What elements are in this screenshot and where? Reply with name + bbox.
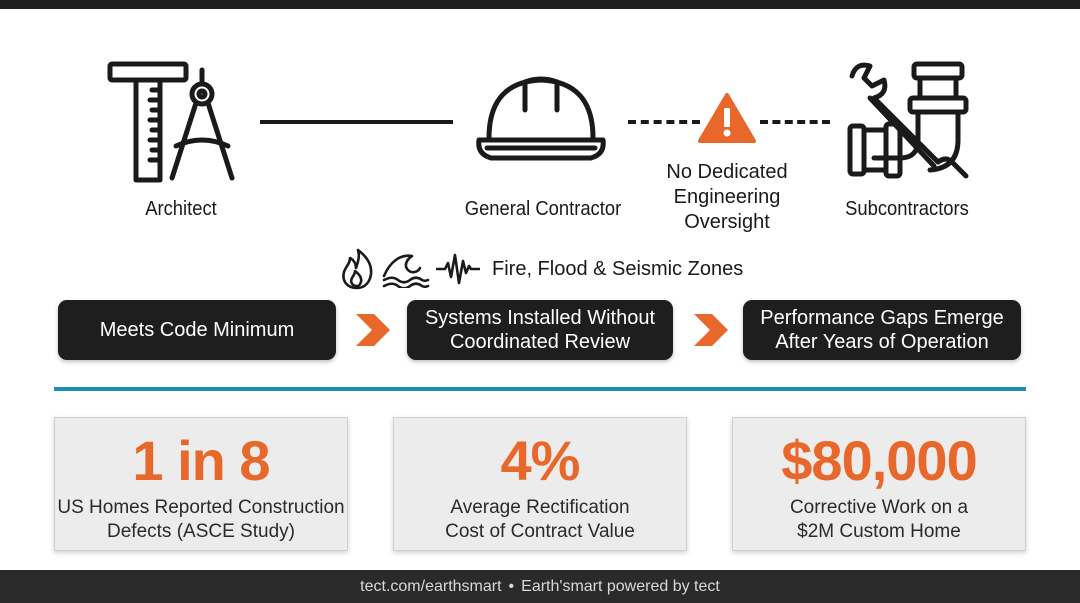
wrench-pipe-icon (847, 61, 969, 179)
stat-value: 4% (500, 429, 581, 492)
warning-line-1: No Dedicated (666, 161, 788, 183)
section-divider (54, 387, 1026, 391)
warning-note: No Dedicated Engineering Oversight (655, 160, 799, 235)
role-subcontractors: Subcontractors (845, 198, 969, 220)
footer-bar: tect.com/earthsmart • Earth'smart powere… (0, 570, 1080, 603)
warning-triangle-icon (698, 93, 756, 143)
role-general-contractor: General Contractor (464, 198, 622, 220)
wave-icon (382, 254, 430, 288)
stat-description: Corrective Work on a $2M Custom Home (733, 496, 1025, 544)
stat-description: Average Rectification Cost of Contract V… (394, 496, 686, 544)
stat-card-1: 1 in 8 US Homes Reported Construction De… (54, 417, 348, 551)
footer-separator: • (508, 577, 515, 595)
warning-line-3: Oversight (684, 211, 770, 233)
process-step-3-line-2: After Years of Operation (775, 331, 989, 353)
footer-brand: Earth'smart powered by tect (521, 577, 720, 595)
stat-description-line-1: Corrective Work on a (789, 497, 969, 518)
process-step-3: Performance Gaps Emerge After Years of O… (743, 300, 1021, 360)
footer-url[interactable]: tect.com/earthsmart (360, 577, 502, 595)
process-step-1: Meets Code Minimum (58, 300, 336, 360)
process-step-3-line-1: Performance Gaps Emerge (760, 307, 1004, 329)
connector-line-solid (260, 120, 453, 124)
stat-card-3: $80,000 Corrective Work on a $2M Custom … (732, 417, 1026, 551)
role-architect: Architect (145, 198, 217, 220)
stat-description-line-1: Average Rectification (450, 497, 630, 518)
chevron-right-icon (356, 314, 390, 346)
chevron-right-icon (694, 314, 728, 346)
fire-icon (342, 248, 373, 290)
stat-description-line-1: US Homes Reported Construction (57, 497, 345, 518)
top-bar (0, 0, 1080, 9)
architect-tools-icon (107, 61, 235, 183)
connector-line-dashed-right (760, 120, 830, 124)
process-step-2-line-2: Coordinated Review (449, 331, 631, 353)
process-step-2-line-1: Systems Installed Without (424, 307, 656, 329)
stat-description: US Homes Reported Construction Defects (… (55, 496, 347, 544)
process-step-2: Systems Installed Without Coordinated Re… (407, 300, 673, 360)
process-step-1-text: Meets Code Minimum (99, 319, 295, 341)
seismic-icon (436, 253, 480, 285)
connector-line-dashed-left (628, 120, 700, 124)
hard-hat-icon (476, 76, 606, 161)
hazard-row: Fire, Flood & Seismic Zones (338, 246, 743, 292)
warning-line-2: Engineering (673, 186, 781, 208)
stat-description-line-2: $2M Custom Home (797, 521, 961, 542)
hazard-label: Fire, Flood & Seismic Zones (492, 257, 744, 280)
stat-value: 1 in 8 (132, 429, 270, 492)
stat-description-line-2: Cost of Contract Value (445, 521, 635, 542)
stat-card-2: 4% Average Rectification Cost of Contrac… (393, 417, 687, 551)
stat-value: $80,000 (781, 429, 977, 492)
stat-description-line-2: Defects (ASCE Study) (107, 521, 295, 542)
